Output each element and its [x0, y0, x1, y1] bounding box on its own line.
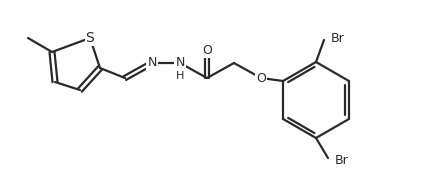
Text: H: H: [176, 71, 184, 81]
Text: Br: Br: [335, 153, 349, 166]
Text: O: O: [256, 71, 266, 84]
Text: S: S: [86, 31, 95, 45]
Text: N: N: [175, 56, 185, 70]
Text: Br: Br: [331, 32, 345, 45]
Text: O: O: [202, 43, 212, 56]
Text: N: N: [147, 56, 157, 70]
